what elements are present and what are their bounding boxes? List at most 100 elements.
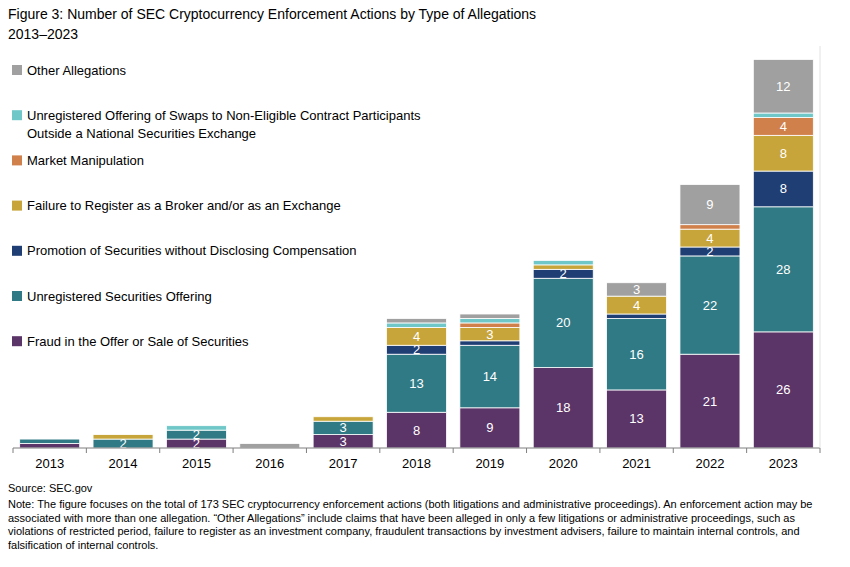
chart: Figure 3: Number of SEC Cryptocurrency E… — [0, 0, 850, 567]
text-line: Other Allegations — [27, 63, 127, 78]
bar-segment — [20, 439, 80, 440]
text-line: associated with more than one allegation… — [8, 512, 795, 524]
legend-swatch — [12, 201, 22, 211]
legend-swatch — [12, 155, 22, 165]
legend: Other Allegations Unregistered Offering o… — [12, 63, 421, 349]
data-label: 4 — [633, 298, 640, 313]
data-label: 2 — [706, 244, 713, 259]
data-label: 4 — [413, 329, 420, 344]
x-tick — [306, 448, 307, 453]
text-line: Market Manipulation — [27, 153, 144, 168]
x-tick — [86, 448, 87, 453]
data-label: 26 — [776, 382, 790, 397]
data-label: 16 — [629, 347, 643, 362]
data-label: 3 — [486, 327, 493, 342]
data-label: 2 — [119, 436, 126, 451]
bar-segment — [680, 256, 740, 354]
text-line: Promotion of Securities without Disclosi… — [27, 243, 357, 258]
data-label: 9 — [486, 420, 493, 435]
x-tick-label: 2020 — [549, 456, 578, 471]
x-tick — [453, 448, 454, 453]
legend-swatch — [12, 110, 22, 120]
x-tick — [233, 448, 234, 453]
data-label: 3 — [633, 282, 640, 297]
bar-segment — [607, 296, 667, 314]
bar-segment — [20, 439, 80, 440]
data-label: 22 — [703, 298, 717, 313]
data-labels: 2223381324914318202131643212224926288841… — [119, 79, 790, 451]
bar-segment — [533, 278, 593, 367]
bar-segment — [680, 229, 740, 247]
title: Figure 3: Number of SEC Cryptocurrency E… — [8, 6, 536, 22]
bar-segment — [753, 332, 813, 448]
x-tick-label: 2022 — [695, 456, 724, 471]
data-label: 9 — [706, 197, 713, 212]
data-label: 2 — [560, 266, 567, 281]
data-label: 4 — [780, 119, 787, 134]
bar-segment — [753, 117, 813, 135]
text-line: violations of restricted period, failure… — [8, 525, 800, 537]
text-line: Failure to Register as a Broker and/or a… — [27, 198, 341, 213]
bar-segment — [753, 171, 813, 207]
y-axis — [820, 46, 821, 448]
x-axis — [13, 448, 820, 449]
bar-segment — [607, 390, 667, 448]
data-label: 13 — [409, 376, 423, 391]
data-label: 2 — [193, 427, 200, 442]
bar-segment — [387, 354, 447, 412]
bar-segment — [387, 323, 447, 327]
bar-segment — [387, 327, 447, 345]
bar-segment — [607, 283, 667, 296]
x-tick — [599, 448, 600, 453]
x-tick — [13, 448, 14, 453]
bar-segment — [680, 225, 740, 229]
legend-label: Market Manipulation — [27, 153, 144, 168]
data-label: 8 — [413, 423, 420, 438]
bar-segment — [460, 408, 520, 448]
legend-label: Promotion of Securities without Disclosi… — [27, 243, 357, 258]
bar-segment — [313, 416, 373, 417]
source: Source: SEC.gov — [8, 482, 93, 494]
bar-segment — [753, 207, 813, 332]
bar-segment — [313, 421, 373, 434]
bar-segment — [387, 318, 447, 322]
legend-swatch — [12, 246, 22, 256]
legend-label: Failure to Register as a Broker and/or a… — [27, 198, 341, 213]
bar-segment — [20, 444, 80, 448]
bar-segment — [460, 327, 520, 340]
bar-segment — [753, 59, 813, 113]
bar-segment — [387, 412, 447, 448]
text-line: Outside a National Securities Exchange — [27, 126, 256, 141]
x-tick — [526, 448, 527, 453]
subtitle: 2013–2023 — [8, 26, 78, 42]
data-label: 13 — [629, 411, 643, 426]
x-tick-label: 2015 — [182, 456, 211, 471]
data-label: 21 — [703, 394, 717, 409]
x-tick-label: 2016 — [255, 456, 284, 471]
bars — [20, 59, 814, 448]
x-tick-label: 2019 — [475, 456, 504, 471]
x-tick — [379, 448, 380, 453]
legend-swatch — [12, 65, 22, 75]
data-label: 20 — [556, 315, 570, 330]
data-label: 18 — [556, 400, 570, 415]
bar-segment — [313, 416, 373, 417]
bar-segment — [313, 435, 373, 448]
bar-segment — [753, 135, 813, 171]
bar-segment — [20, 439, 80, 440]
legend-label: Fraud in the Offer or Sale of Securities — [27, 334, 249, 349]
text-line: Note: The figure focuses on the total of… — [8, 498, 812, 510]
data-label: 4 — [706, 231, 713, 246]
text-line: Unregistered Securities Offering — [27, 289, 212, 304]
bar-segment — [166, 425, 226, 426]
bar-segment — [680, 354, 740, 448]
legend-label: Unregistered Offering of Swaps to Non-El… — [27, 108, 421, 141]
bar-segment — [93, 434, 153, 435]
bar-segment — [460, 318, 520, 322]
bar-segment — [460, 314, 520, 318]
note: Note: The figure focuses on the total of… — [8, 498, 812, 551]
bar-segment — [533, 260, 593, 264]
bar-segment — [533, 260, 593, 261]
page: {"chart_data": { "type": "bar", "title":… — [0, 0, 850, 567]
bar-segment — [460, 345, 520, 408]
